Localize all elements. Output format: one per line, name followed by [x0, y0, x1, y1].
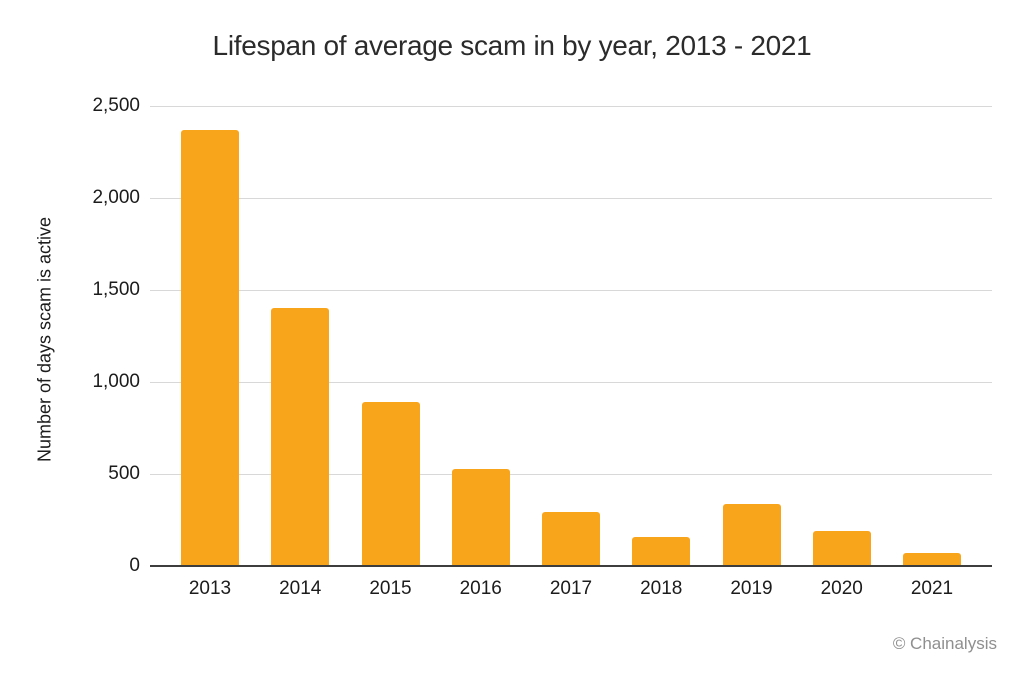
bar-2016 [451, 469, 510, 566]
x-tick-label: 2015 [369, 578, 412, 599]
x-tick-label: 2014 [279, 578, 322, 599]
y-tick-label: 2,500 [92, 95, 140, 116]
bar-2015 [361, 402, 420, 566]
x-axis-tick-labels: 2013 2014 2015 2016 2017 2018 2019 2020 2021 [150, 578, 992, 600]
x-tick-label: 2016 [459, 578, 502, 599]
y-tick-label: 0 [129, 555, 140, 576]
x-tick-label: 2018 [640, 578, 683, 599]
bar-2021 [903, 553, 961, 566]
bar-2020 [812, 530, 871, 566]
gridline [150, 106, 992, 107]
bar-2017 [542, 511, 600, 566]
chart-title: Lifespan of average scam in by year, 201… [212, 30, 812, 61]
x-tick-label: 2019 [730, 578, 773, 599]
bar-2018 [632, 537, 691, 566]
y-tick-label: 1,000 [92, 371, 140, 392]
gridline [150, 198, 992, 199]
x-tick-label: 2021 [910, 578, 954, 599]
x-tick-label: 2013 [188, 578, 232, 599]
y-tick-label: 2,000 [92, 187, 140, 208]
y-tick-label: 500 [108, 463, 140, 484]
bar-2013 [181, 130, 239, 566]
source-credit: © Chainalysis [892, 634, 997, 653]
x-tick-label: 2017 [549, 578, 593, 599]
gridline [150, 382, 992, 383]
bar-2019 [722, 504, 781, 566]
gridline [150, 290, 992, 291]
bar-2014 [271, 307, 330, 566]
y-tick-label: 1,500 [92, 279, 140, 300]
gridline [150, 474, 992, 475]
x-axis-line [150, 565, 992, 567]
plot-area [150, 106, 992, 567]
bars-row [150, 106, 992, 566]
y-axis-title: Number of days scam is active [34, 216, 55, 463]
x-tick-label: 2020 [820, 578, 863, 599]
